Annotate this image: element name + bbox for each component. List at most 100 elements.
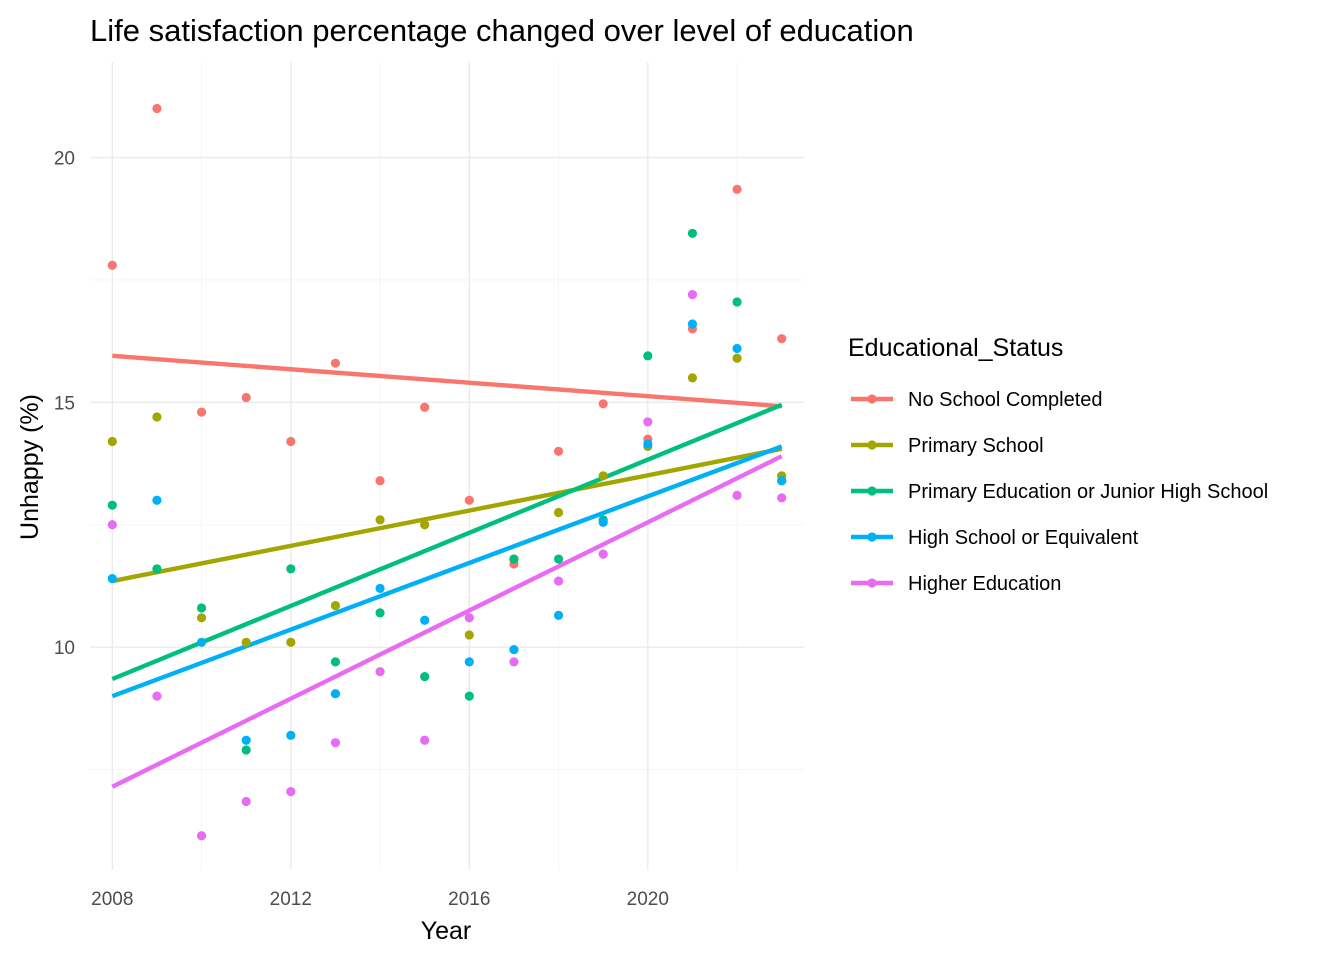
data-point (687, 373, 698, 383)
y-tick-label: 20 (54, 148, 75, 169)
legend-label: Higher Education (908, 573, 1061, 595)
data-point (598, 549, 608, 559)
x-axis-title: Year (421, 917, 472, 945)
data-point (509, 657, 519, 667)
legend-label: Primary School (908, 435, 1044, 457)
trend-line (111, 446, 783, 584)
data-point (241, 392, 251, 403)
data-point (375, 583, 385, 594)
data-point (152, 495, 162, 505)
data-point (643, 417, 653, 427)
data-point (286, 436, 296, 447)
legend-title: Educational_Status (848, 334, 1063, 362)
data-point (509, 554, 519, 564)
data-point (464, 691, 474, 701)
data-point (553, 554, 564, 564)
data-point (553, 507, 564, 518)
data-point (286, 730, 296, 740)
data-point (241, 637, 251, 647)
trend-line (111, 444, 783, 699)
data-point (598, 471, 608, 481)
data-point (598, 517, 608, 527)
x-tick-label: 2020 (627, 889, 669, 910)
trend-line (111, 402, 783, 682)
x-tick-label: 2016 (448, 889, 490, 910)
data-point (152, 691, 162, 701)
data-point (420, 735, 430, 745)
data-point (196, 637, 207, 647)
x-tick-label: 2008 (91, 889, 133, 910)
data-point (464, 495, 474, 505)
data-point (553, 610, 564, 620)
data-point (196, 831, 207, 841)
data-points (107, 103, 787, 841)
data-point (107, 260, 117, 270)
legend-key-point (867, 394, 877, 404)
trend-line (111, 454, 783, 789)
x-axis-ticks: 2008 2012 2016 2020 (91, 889, 669, 910)
data-point (732, 184, 742, 194)
data-point (643, 351, 653, 361)
legend-label: High School or Equivalent (908, 527, 1139, 549)
trend-lines (111, 353, 783, 789)
data-point (464, 613, 474, 623)
y-tick-label: 10 (54, 638, 75, 659)
data-point (107, 500, 117, 510)
data-point (375, 515, 385, 525)
data-point (509, 645, 519, 655)
data-point (464, 630, 474, 640)
data-point (732, 297, 742, 307)
trend-line (112, 353, 782, 409)
data-point (420, 671, 430, 682)
data-point (777, 476, 787, 486)
data-point (107, 520, 117, 530)
data-point (107, 436, 117, 447)
y-axis-title: Unhappy (%) (16, 394, 44, 540)
legend-key-point (867, 440, 877, 450)
data-point (152, 103, 162, 114)
legend-key-point (867, 578, 877, 588)
data-point (553, 446, 564, 456)
legend-label: No School Completed (908, 389, 1103, 411)
data-point (330, 738, 341, 748)
data-point (732, 343, 742, 354)
data-point (420, 520, 430, 530)
data-point (687, 290, 698, 300)
data-point (152, 412, 162, 422)
data-point (152, 564, 162, 574)
data-point (777, 334, 787, 344)
data-point (687, 228, 698, 238)
data-point (777, 493, 787, 503)
legend-key-point (867, 486, 877, 496)
grid (90, 62, 804, 870)
data-point (196, 603, 207, 613)
data-point (375, 608, 385, 618)
data-point (598, 399, 608, 409)
data-point (196, 613, 207, 623)
data-point (330, 600, 341, 611)
data-point (241, 796, 251, 807)
data-point (286, 637, 296, 647)
chart-title: Life satisfaction percentage changed ove… (90, 13, 914, 48)
x-tick-label: 2012 (270, 889, 312, 910)
data-point (643, 439, 653, 449)
data-point (375, 476, 385, 486)
data-point (286, 787, 296, 797)
data-point (553, 576, 564, 586)
data-point (464, 657, 474, 667)
data-point (330, 689, 341, 699)
data-point (420, 402, 430, 412)
y-tick-label: 15 (54, 393, 75, 414)
y-axis-ticks: 10 15 20 (54, 148, 75, 659)
data-point (330, 657, 341, 667)
data-point (732, 353, 742, 363)
data-point (107, 574, 117, 584)
data-point (375, 667, 385, 677)
legend-label: Primary Education or Junior High School (908, 481, 1268, 503)
legend: Educational_Status No School Completed Pr… (848, 334, 1268, 595)
data-point (420, 615, 430, 625)
data-point (241, 735, 251, 745)
data-point (196, 407, 207, 417)
data-point (241, 745, 251, 755)
